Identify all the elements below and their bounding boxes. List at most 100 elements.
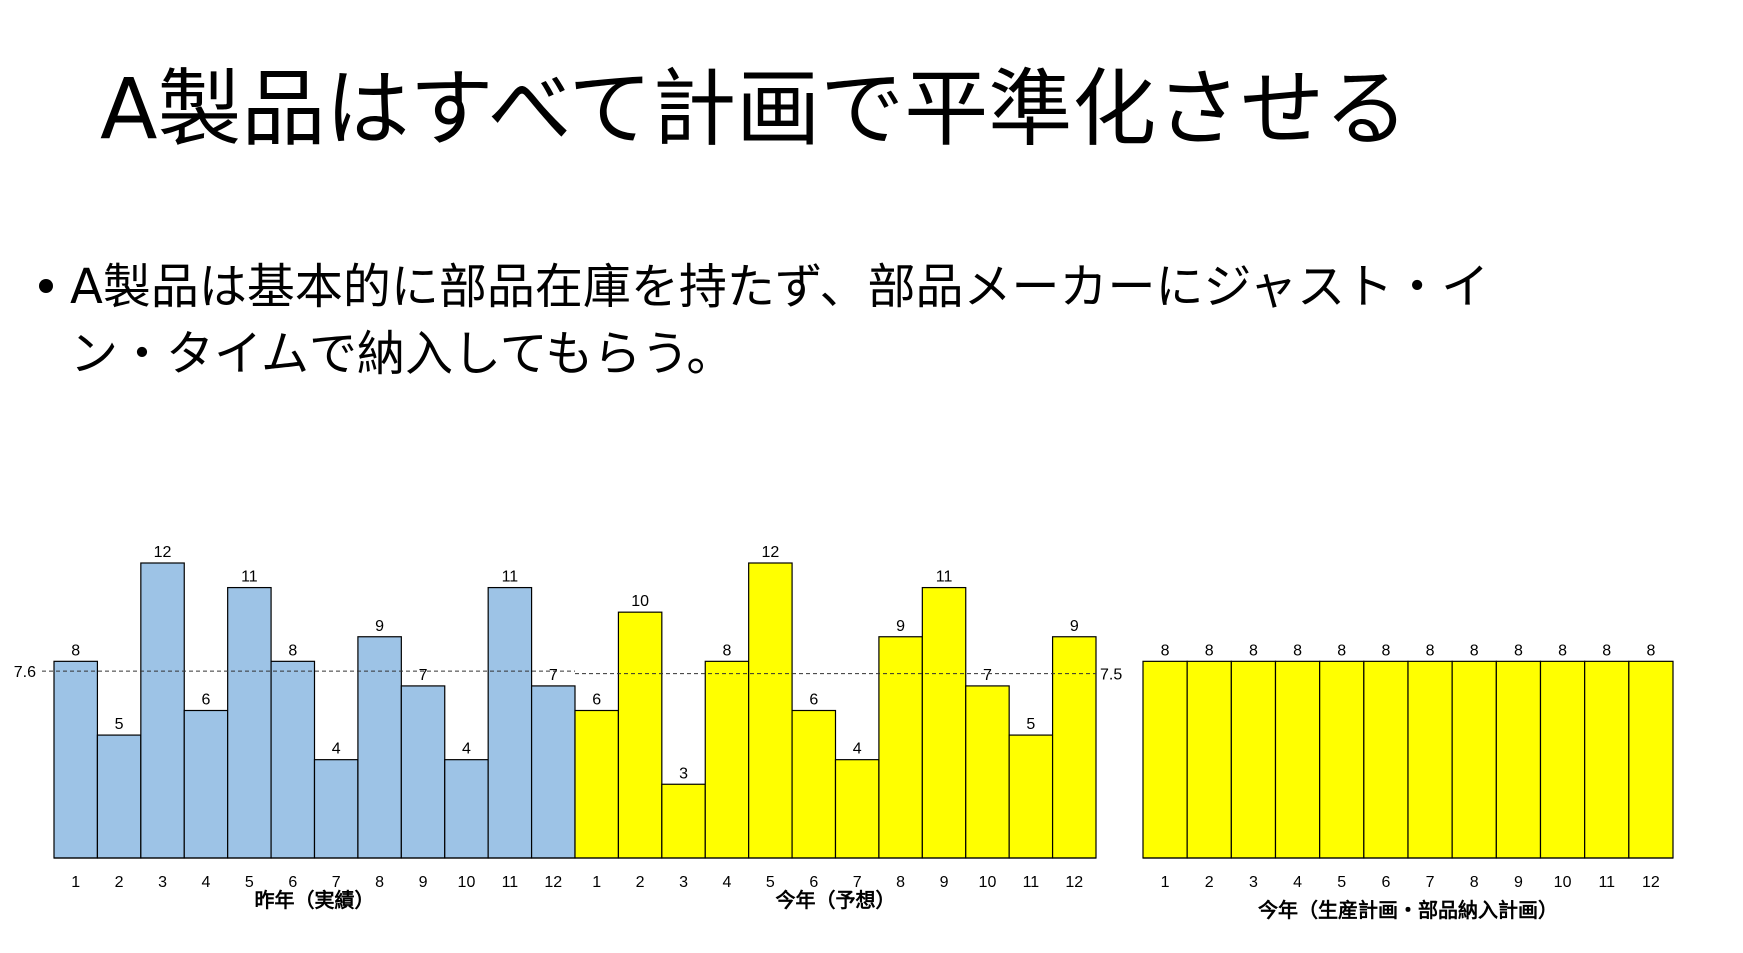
value-label: 4 (462, 741, 471, 758)
bar (227, 586, 272, 859)
bar (1186, 660, 1232, 859)
chart-title: 今年（生産計画・部品納入計画） (1258, 898, 1558, 922)
bar (96, 734, 142, 859)
bar (1230, 660, 1277, 859)
value-label: 12 (154, 544, 172, 561)
value-label: 11 (936, 569, 953, 586)
value-label: 6 (592, 692, 601, 709)
x-tick-label: 1 (1161, 874, 1170, 891)
x-tick-label: 10 (1554, 874, 1572, 891)
x-tick-label: 2 (636, 874, 645, 891)
bar (530, 685, 576, 859)
x-tick-label: 11 (1598, 874, 1615, 891)
bar (1363, 660, 1409, 859)
x-tick-label: 12 (1065, 874, 1083, 891)
value-label: 8 (1558, 642, 1567, 659)
x-tick-label: 7 (1426, 874, 1435, 891)
value-label: 7 (549, 667, 558, 684)
value-label: 3 (679, 765, 688, 782)
x-tick-label: 5 (1337, 874, 1346, 891)
value-label: 9 (1070, 618, 1079, 635)
bar (400, 685, 446, 859)
x-tick-label: 12 (1642, 874, 1660, 891)
bar (791, 709, 837, 859)
slide-title: A製品はすべて計画で平準化させる (100, 60, 1408, 158)
value-label: 5 (1026, 716, 1035, 733)
value-label: 8 (71, 642, 80, 659)
value-label: 8 (288, 642, 297, 659)
x-tick-label: 6 (809, 874, 818, 891)
value-label: 8 (723, 642, 732, 659)
x-tick-label: 7 (332, 874, 341, 891)
value-label: 9 (375, 618, 384, 635)
average-label: 7.6 (14, 664, 36, 681)
value-label: 8 (1337, 642, 1346, 659)
bar (1539, 660, 1586, 859)
value-label: 8 (1161, 642, 1170, 659)
bullet-line: A製品は基本的に部品在庫を持たず、部品メーカーにジャスト・イ (70, 259, 1489, 315)
bar (140, 562, 185, 859)
value-label: 7 (983, 667, 992, 684)
bar (183, 709, 229, 859)
bar (1451, 660, 1497, 859)
bar (1407, 660, 1453, 859)
x-tick-label: 4 (723, 874, 732, 891)
bar (1051, 636, 1097, 859)
x-tick-label: 11 (1023, 874, 1040, 891)
bar (704, 660, 750, 859)
bar (1319, 660, 1365, 859)
value-label: 6 (202, 692, 211, 709)
x-tick-label: 6 (1381, 874, 1390, 891)
x-tick-label: 8 (375, 874, 384, 891)
bullet-dot (39, 279, 53, 293)
x-tick-label: 9 (940, 874, 949, 891)
x-tick-label: 9 (419, 874, 428, 891)
average-label: 7.5 (1100, 667, 1122, 684)
x-tick-label: 6 (288, 874, 297, 891)
bar (1274, 660, 1321, 859)
value-label: 9 (896, 618, 905, 635)
x-tick-label: 7 (853, 874, 862, 891)
value-label: 11 (502, 569, 519, 586)
bar (617, 611, 663, 859)
bar (574, 709, 620, 859)
value-label: 4 (332, 741, 341, 758)
chart-title: 昨年（実績） (255, 888, 375, 912)
x-tick-label: 8 (896, 874, 905, 891)
bar (270, 660, 316, 859)
x-tick-label: 3 (679, 874, 688, 891)
value-label: 8 (1470, 642, 1479, 659)
bar (1008, 734, 1054, 859)
x-tick-label: 1 (592, 874, 601, 891)
bar (313, 759, 359, 859)
bullet-line: ン・タイムで納入してもらう。 (70, 326, 734, 382)
bar (878, 636, 923, 859)
value-label: 8 (1293, 642, 1302, 659)
x-tick-label: 4 (202, 874, 211, 891)
x-tick-label: 5 (766, 874, 775, 891)
bar (1584, 660, 1630, 859)
value-label: 4 (853, 741, 862, 758)
x-tick-label: 8 (1470, 874, 1479, 891)
bar (1142, 660, 1188, 859)
bar (921, 586, 967, 859)
bar (965, 685, 1010, 859)
bar (834, 759, 880, 859)
chart-title: 今年（予想） (776, 888, 896, 912)
x-tick-label: 2 (115, 874, 124, 891)
value-label: 8 (1514, 642, 1523, 659)
value-label: 8 (1205, 642, 1214, 659)
bar (53, 660, 99, 859)
bar (1628, 660, 1674, 859)
bar (748, 562, 793, 859)
x-tick-label: 4 (1293, 874, 1302, 891)
bar (487, 586, 533, 859)
x-tick-label: 1 (71, 874, 80, 891)
value-label: 6 (809, 692, 818, 709)
x-tick-label: 12 (544, 874, 562, 891)
value-label: 7 (419, 667, 428, 684)
bar (661, 783, 706, 859)
x-tick-label: 11 (502, 874, 519, 891)
x-tick-label: 5 (245, 874, 254, 891)
